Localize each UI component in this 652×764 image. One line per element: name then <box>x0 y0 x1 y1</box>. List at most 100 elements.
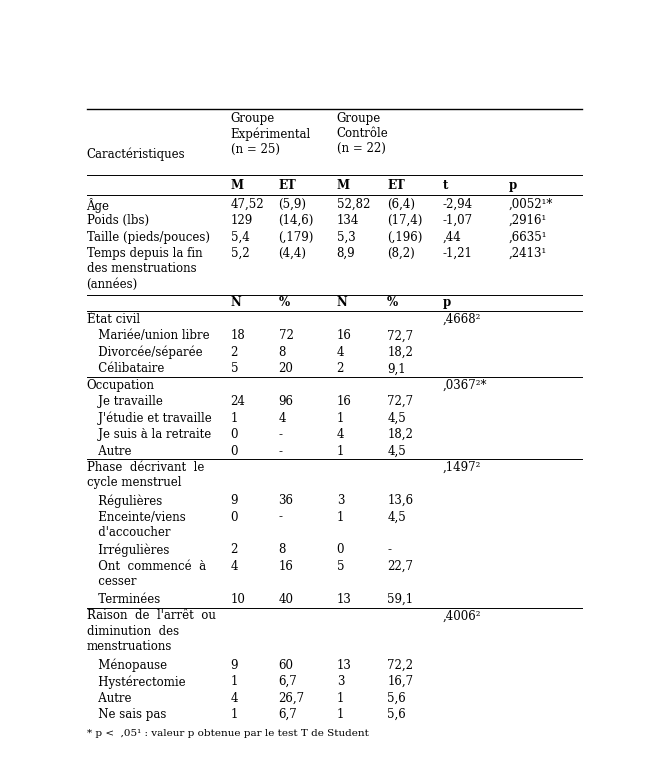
Text: 4,5: 4,5 <box>387 412 406 425</box>
Text: 4,5: 4,5 <box>387 445 406 458</box>
Text: cycle menstruel: cycle menstruel <box>87 477 181 490</box>
Text: 72,7: 72,7 <box>387 395 413 408</box>
Text: 9: 9 <box>231 659 238 672</box>
Text: 129: 129 <box>231 214 253 227</box>
Text: 1: 1 <box>336 691 344 704</box>
Text: 13: 13 <box>336 593 351 606</box>
Text: 16,7: 16,7 <box>387 675 413 688</box>
Text: 0: 0 <box>336 543 344 556</box>
Text: des menstruations: des menstruations <box>87 262 196 275</box>
Text: Occupation: Occupation <box>87 379 155 392</box>
Text: Caractéristiques: Caractéristiques <box>87 147 185 161</box>
Text: (5,9): (5,9) <box>278 198 306 211</box>
Text: 134: 134 <box>336 214 359 227</box>
Text: Terminées: Terminées <box>87 593 160 606</box>
Text: Autre: Autre <box>87 691 131 704</box>
Text: -: - <box>387 543 391 556</box>
Text: Ne sais pas: Ne sais pas <box>87 708 166 721</box>
Text: 22,7: 22,7 <box>387 560 413 573</box>
Text: Ménopause: Ménopause <box>87 659 167 672</box>
Text: (,196): (,196) <box>387 231 422 244</box>
Text: 16: 16 <box>278 560 293 573</box>
Text: -1,07: -1,07 <box>443 214 473 227</box>
Text: 5: 5 <box>336 560 344 573</box>
Text: -: - <box>278 510 282 523</box>
Text: ,2916¹: ,2916¹ <box>509 214 547 227</box>
Text: 60: 60 <box>278 659 293 672</box>
Text: 1: 1 <box>336 412 344 425</box>
Text: 8: 8 <box>278 346 286 359</box>
Text: 20: 20 <box>278 362 293 375</box>
Text: Groupe
Expérimental
(n = 25): Groupe Expérimental (n = 25) <box>231 112 311 156</box>
Text: 72: 72 <box>278 329 293 342</box>
Text: ET: ET <box>278 180 296 193</box>
Text: Âge: Âge <box>87 198 110 212</box>
Text: M: M <box>336 180 349 193</box>
Text: 9: 9 <box>231 494 238 507</box>
Text: Je travaille: Je travaille <box>87 395 162 408</box>
Text: Groupe
Contrôle
(n = 22): Groupe Contrôle (n = 22) <box>336 112 389 155</box>
Text: Phase  décrivant  le: Phase décrivant le <box>87 461 204 474</box>
Text: Raison  de  l'arrêt  ou: Raison de l'arrêt ou <box>87 610 215 623</box>
Text: N: N <box>336 296 348 309</box>
Text: Célibataire: Célibataire <box>87 362 164 375</box>
Text: %: % <box>278 296 289 309</box>
Text: 4,5: 4,5 <box>387 510 406 523</box>
Text: 1: 1 <box>231 412 238 425</box>
Text: Mariée/union libre: Mariée/union libre <box>87 329 209 342</box>
Text: 1: 1 <box>231 675 238 688</box>
Text: Taille (pieds/pouces): Taille (pieds/pouces) <box>87 231 209 244</box>
Text: 72,7: 72,7 <box>387 329 413 342</box>
Text: 2: 2 <box>231 346 238 359</box>
Text: -: - <box>278 445 282 458</box>
Text: 5: 5 <box>231 362 238 375</box>
Text: 9,1: 9,1 <box>387 362 406 375</box>
Text: 26,7: 26,7 <box>278 691 304 704</box>
Text: 5,2: 5,2 <box>231 247 249 260</box>
Text: 52,82: 52,82 <box>336 198 370 211</box>
Text: (6,4): (6,4) <box>387 198 415 211</box>
Text: 2: 2 <box>231 543 238 556</box>
Text: 8,9: 8,9 <box>336 247 355 260</box>
Text: 1: 1 <box>336 708 344 721</box>
Text: ,4006²: ,4006² <box>443 610 481 623</box>
Text: 16: 16 <box>336 395 351 408</box>
Text: Autre: Autre <box>87 445 131 458</box>
Text: 18,2: 18,2 <box>387 428 413 441</box>
Text: 1: 1 <box>231 708 238 721</box>
Text: 13: 13 <box>336 659 351 672</box>
Text: 4: 4 <box>278 412 286 425</box>
Text: Divorcée/séparée: Divorcée/séparée <box>87 346 202 359</box>
Text: 4: 4 <box>231 691 238 704</box>
Text: 6,7: 6,7 <box>278 708 297 721</box>
Text: (8,2): (8,2) <box>387 247 415 260</box>
Text: (années): (années) <box>87 277 138 290</box>
Text: (4,4): (4,4) <box>278 247 306 260</box>
Text: 5,6: 5,6 <box>387 708 406 721</box>
Text: Poids (lbs): Poids (lbs) <box>87 214 149 227</box>
Text: * p <  ,05¹ : valeur p obtenue par le test T de Student: * p < ,05¹ : valeur p obtenue par le tes… <box>87 730 368 738</box>
Text: ET: ET <box>387 180 405 193</box>
Text: 36: 36 <box>278 494 293 507</box>
Text: 0: 0 <box>231 428 238 441</box>
Text: %: % <box>387 296 398 309</box>
Text: 0: 0 <box>231 445 238 458</box>
Text: 10: 10 <box>231 593 245 606</box>
Text: 2: 2 <box>336 362 344 375</box>
Text: J'étudie et travaille: J'étudie et travaille <box>87 412 211 426</box>
Text: -: - <box>278 428 282 441</box>
Text: ,44: ,44 <box>443 231 462 244</box>
Text: 59,1: 59,1 <box>387 593 413 606</box>
Text: d'accoucher: d'accoucher <box>87 526 170 539</box>
Text: -2,94: -2,94 <box>443 198 473 211</box>
Text: cesser: cesser <box>87 575 136 588</box>
Text: -1,21: -1,21 <box>443 247 473 260</box>
Text: M: M <box>231 180 244 193</box>
Text: 3: 3 <box>336 494 344 507</box>
Text: 1: 1 <box>336 445 344 458</box>
Text: ,4668²: ,4668² <box>443 313 481 326</box>
Text: 40: 40 <box>278 593 293 606</box>
Text: 4: 4 <box>336 428 344 441</box>
Text: ,0052¹*: ,0052¹* <box>509 198 553 211</box>
Text: 5,6: 5,6 <box>387 691 406 704</box>
